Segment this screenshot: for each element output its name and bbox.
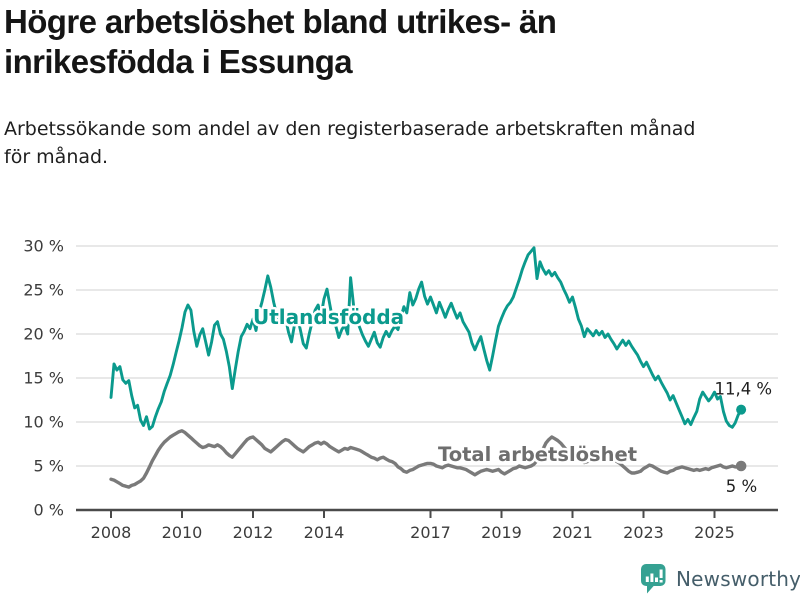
end-value-label: 11,4 % <box>714 380 772 399</box>
newsworthy-logo[interactable]: Newsworthy <box>640 562 800 596</box>
y-gridlines <box>76 245 778 467</box>
x-tick-labels: 2008 2010 2012 2014 2017 2019 2021 2023 2025 <box>91 523 735 542</box>
end-value-label: 5 % <box>726 477 757 496</box>
series-label: Utlandsfödda <box>253 305 404 329</box>
x-tick-label: 2017 <box>410 523 451 542</box>
x-tick-label: 2019 <box>481 523 522 542</box>
page-title: Högre arbetslöshet bland utrikes- än inr… <box>4 3 557 81</box>
series-end-dot <box>736 404 747 415</box>
x-tick-label: 2023 <box>623 523 664 542</box>
newsworthy-wordmark: Newsworthy <box>676 567 800 591</box>
y-tick-label: 25 % <box>23 281 64 300</box>
x-tick-label: 2012 <box>233 523 274 542</box>
x-tick-label: 2014 <box>304 523 345 542</box>
x-tick-label: 2021 <box>552 523 593 542</box>
chart-subtitle: Arbetssökande som andel av den registerb… <box>4 118 696 168</box>
y-tick-label: 15 % <box>23 369 64 388</box>
series-line-total <box>109 429 743 489</box>
y-tick-label: 0 % <box>34 501 64 520</box>
y-tick-label: 10 % <box>23 413 64 432</box>
unemployment-line-chart: 0 %5 %10 %15 %20 %25 %30 %2008 2010 2012 20… <box>23 237 778 542</box>
series-label: Total arbetslöshet <box>438 443 637 466</box>
y-tick-label: 5 % <box>34 457 64 476</box>
newsworthy-icon <box>641 564 666 594</box>
x-tick-label: 2008 <box>91 523 132 542</box>
series-end-dot <box>735 460 747 472</box>
y-axis-labels: 0 % 5 % 10 % 15 % 20 % 25 % 30 % <box>23 237 64 520</box>
y-tick-label: 20 % <box>23 325 64 344</box>
x-axis <box>76 508 778 518</box>
x-tick-label: 2010 <box>162 523 203 542</box>
x-tick-label: 2025 <box>694 523 735 542</box>
y-tick-label: 30 % <box>23 237 64 256</box>
series-line-utlandsfodda <box>109 246 743 431</box>
